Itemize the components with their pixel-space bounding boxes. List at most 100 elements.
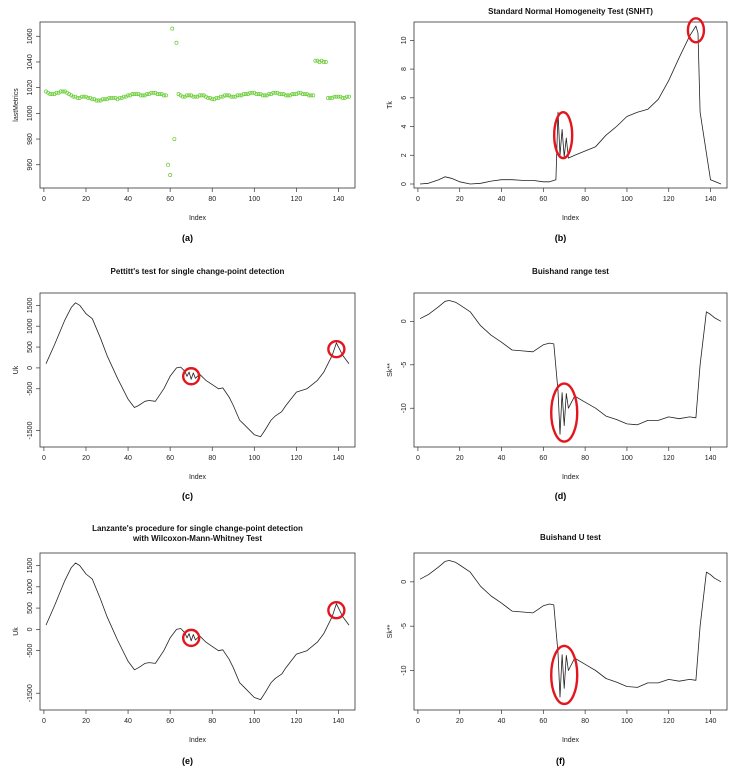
- y-tick-label: 1040: [27, 54, 34, 70]
- y-tick-label: 0: [27, 627, 34, 631]
- data-point: [218, 94, 223, 99]
- data-point: [145, 92, 149, 97]
- data-point: [58, 89, 63, 94]
- y-tick-label: -500: [27, 644, 34, 658]
- y-tick-label: 1000: [27, 318, 34, 334]
- panel-caption: (a): [182, 233, 193, 243]
- data-point: [344, 94, 349, 99]
- y-axis-label: Uk: [13, 627, 20, 636]
- x-axis-label: Index: [189, 474, 207, 481]
- x-tick-label: 120: [663, 455, 675, 462]
- x-tick-label: 100: [621, 718, 633, 725]
- x-tick-label: 20: [82, 196, 90, 203]
- data-point: [79, 94, 84, 99]
- x-tick-label: 120: [291, 196, 303, 203]
- chart-panel-f: 0 20 40 60 80 100 120 140 -10 -5 0 Index Sk** Buishan…: [387, 533, 728, 766]
- change-point-highlight: [327, 601, 346, 620]
- x-tick-label: 140: [705, 718, 717, 725]
- x-tick-label: 80: [208, 455, 216, 462]
- data-point: [231, 94, 236, 99]
- series-line: [419, 560, 722, 698]
- change-point-highlight: [686, 17, 706, 44]
- data-point: [334, 94, 339, 99]
- y-tick-label: 960: [27, 159, 34, 171]
- x-tick-label: 0: [416, 718, 420, 725]
- data-point: [237, 93, 242, 98]
- data-point: [86, 95, 91, 100]
- y-tick-label: 0: [401, 182, 408, 186]
- x-tick-label: 80: [581, 718, 589, 725]
- change-point-highlight: [550, 644, 579, 706]
- y-tick-label: 2: [401, 153, 408, 157]
- data-point: [206, 95, 210, 100]
- panel-caption: (d): [555, 491, 567, 501]
- chart-title: Buishand U test: [540, 533, 601, 542]
- x-tick-label: 20: [456, 455, 464, 462]
- data-point: [170, 26, 175, 31]
- x-tick-label: 0: [416, 455, 420, 462]
- data-point: [163, 93, 168, 98]
- data-point: [248, 90, 253, 95]
- panel-caption: (f): [556, 756, 565, 766]
- data-point: [187, 93, 192, 98]
- data-point: [254, 92, 259, 97]
- y-tick-label: 980: [27, 133, 34, 145]
- data-point: [326, 95, 330, 100]
- y-tick-label: 10: [401, 36, 408, 44]
- data-point: [340, 95, 345, 100]
- data-point: [102, 97, 107, 102]
- data-point: [180, 94, 185, 99]
- x-axis-label: Index: [562, 215, 580, 222]
- data-point: [277, 92, 282, 97]
- data-point: [96, 98, 101, 103]
- panel-caption: (e): [182, 756, 193, 766]
- chart-panel-d: 0 20 40 60 80 100 120 140 -10 -5 0 Index Sk** Buishan…: [387, 267, 728, 501]
- y-tick-label: -5: [401, 623, 408, 629]
- x-tick-label: 140: [333, 196, 345, 203]
- y-tick-label: 1020: [27, 80, 34, 96]
- data-point: [161, 93, 166, 98]
- series-line: [419, 25, 722, 185]
- data-point: [323, 60, 328, 64]
- x-axis-label: Index: [189, 737, 207, 744]
- y-tick-label: 1000: [27, 105, 34, 121]
- x-tick-label: 140: [333, 718, 345, 725]
- x-tick-label: 120: [291, 455, 303, 462]
- x-tick-label: 120: [291, 718, 303, 725]
- panel-caption: (c): [182, 491, 193, 501]
- x-tick-label: 0: [42, 718, 46, 725]
- data-point: [283, 93, 288, 98]
- data-point: [241, 92, 246, 97]
- data-point: [60, 89, 65, 94]
- x-tick-label: 60: [539, 718, 547, 725]
- chart-title: Lanzante's procedure for single change-p…: [92, 524, 303, 543]
- y-tick-label: 1000: [27, 579, 34, 595]
- data-point: [166, 162, 170, 167]
- x-tick-label: 40: [498, 196, 506, 203]
- series-line: [45, 562, 350, 700]
- data-point: [328, 95, 333, 100]
- data-point: [292, 92, 297, 97]
- data-point: [199, 93, 204, 98]
- x-tick-label: 60: [166, 196, 174, 203]
- x-tick-label: 80: [208, 196, 216, 203]
- data-point: [332, 94, 337, 99]
- x-tick-label: 20: [456, 718, 464, 725]
- data-point: [243, 92, 248, 97]
- data-point: [168, 173, 173, 177]
- data-point: [311, 93, 316, 98]
- data-point: [290, 92, 295, 97]
- data-point: [117, 95, 122, 100]
- data-point: [267, 92, 271, 97]
- plot-frame: [39, 552, 356, 711]
- data-point: [214, 95, 219, 100]
- x-tick-label: 80: [581, 196, 589, 203]
- data-point: [75, 95, 80, 100]
- plot-frame: [413, 292, 728, 448]
- y-axis-label: Uk: [13, 365, 20, 374]
- x-axis-label: Index: [562, 474, 580, 481]
- x-tick-label: 60: [166, 455, 174, 462]
- change-point-highlight: [181, 367, 201, 386]
- y-tick-label: 0: [401, 580, 408, 584]
